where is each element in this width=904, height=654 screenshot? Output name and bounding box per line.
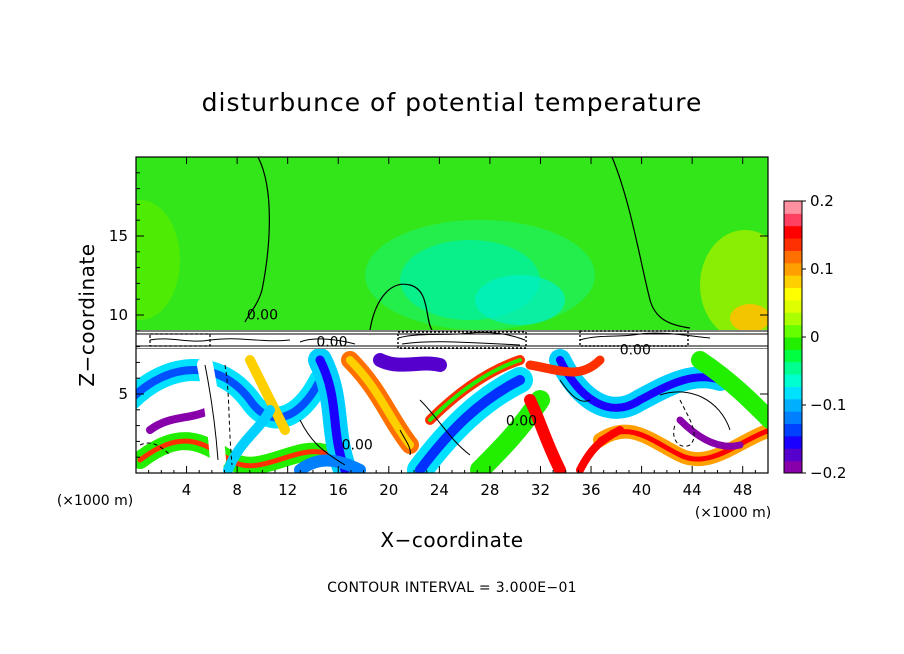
colorbar-swatch — [784, 275, 802, 289]
colorbar-swatch — [784, 337, 802, 350]
colorbar-swatch — [784, 435, 802, 449]
colorbar-tick-label: 0.1 — [810, 260, 834, 278]
colorbar-swatch — [784, 250, 802, 264]
contour-upper-2 — [369, 283, 433, 331]
contour-label: 0.00 — [506, 414, 537, 430]
x-tick-label: 48 — [733, 481, 752, 499]
x-tick-label: 32 — [531, 481, 550, 499]
x-tick-label: 12 — [278, 481, 297, 499]
contour-label: 0.00 — [620, 343, 651, 359]
colorbar-tick-label: −0.2 — [810, 464, 846, 482]
colorbar-tick-label: 0.2 — [810, 192, 834, 210]
upper-anomaly-deep — [475, 275, 565, 325]
plot-area — [136, 157, 768, 350]
x-tick-label: 20 — [379, 481, 398, 499]
x-tick-label: 44 — [683, 481, 702, 499]
colorbar-swatch — [784, 312, 802, 326]
colorbar-swatch — [784, 299, 802, 313]
colorbar-swatch — [784, 225, 802, 239]
x-tick-label: 24 — [430, 481, 449, 499]
contour-upper-1 — [244, 157, 270, 323]
stable-layer-band — [136, 330, 768, 349]
colorbar-swatch — [784, 448, 802, 462]
colorbar-swatch — [784, 349, 802, 363]
x-unit-left: (×1000 m) — [57, 493, 133, 509]
colorbar-swatch — [784, 398, 802, 412]
colorbar-swatch — [784, 460, 802, 474]
y-tick-label: 5 — [118, 385, 128, 403]
contour-label: 0.00 — [342, 437, 373, 453]
contour-label: 0.00 — [316, 335, 347, 351]
stable-layer-cluster-2 — [579, 330, 689, 347]
colorbar-swatch — [784, 324, 802, 338]
colorbar-swatch — [784, 423, 802, 437]
y-tick-label: 15 — [109, 227, 128, 245]
chart-title: disturbunce of potential temperature — [202, 88, 703, 117]
x-tick-label: 36 — [581, 481, 600, 499]
colorbar-tick-label: −0.1 — [810, 396, 846, 414]
colorbar-swatch — [784, 361, 802, 375]
colorbar: 0.2 0.1 0 −0.1 −0.2 — [783, 192, 846, 482]
colorbar-swatch — [784, 213, 802, 227]
lower-contours — [139, 364, 731, 466]
y-axis: 5 10 15 — [109, 172, 768, 458]
y-tick-label: 10 — [109, 306, 128, 324]
x-tick-label: 4 — [182, 481, 192, 499]
contour-labels: 0.00 0.00 0.00 0.00 0.00 — [247, 308, 651, 454]
upper-anomaly-left — [136, 200, 180, 320]
colorbar-swatch — [784, 287, 802, 301]
colorbar-tick-label: 0 — [810, 328, 820, 346]
x-axis-label: X−coordinate — [380, 528, 523, 552]
x-tick-label: 40 — [632, 481, 651, 499]
lower-field — [136, 349, 768, 473]
y-axis-label: Z−coordinate — [75, 243, 99, 386]
colorbar-swatch — [784, 374, 802, 387]
upper-anomaly-right-warm — [730, 304, 768, 332]
x-tick-label: 28 — [480, 481, 499, 499]
contour-label: 0.00 — [247, 308, 278, 324]
lower-swirls — [136, 349, 768, 473]
stable-layer-cluster-1 — [397, 331, 527, 349]
x-axis: 4 8 12 16 20 24 28 32 36 40 44 48 — [148, 157, 756, 499]
colorbar-swatch — [784, 386, 802, 400]
colorbar-swatch — [784, 262, 802, 276]
colorbar-swatch — [784, 411, 802, 425]
x-tick-label: 8 — [232, 481, 242, 499]
colorbar-swatch — [784, 238, 802, 251]
stable-layer-cluster-3 — [149, 333, 211, 347]
x-tick-label: 16 — [329, 481, 348, 499]
contour-interval-note: CONTOUR INTERVAL = 3.000E−01 — [327, 580, 577, 596]
colorbar-swatch — [784, 201, 802, 214]
x-unit-right: (×1000 m) — [695, 505, 771, 521]
contour-upper-3 — [611, 157, 691, 329]
